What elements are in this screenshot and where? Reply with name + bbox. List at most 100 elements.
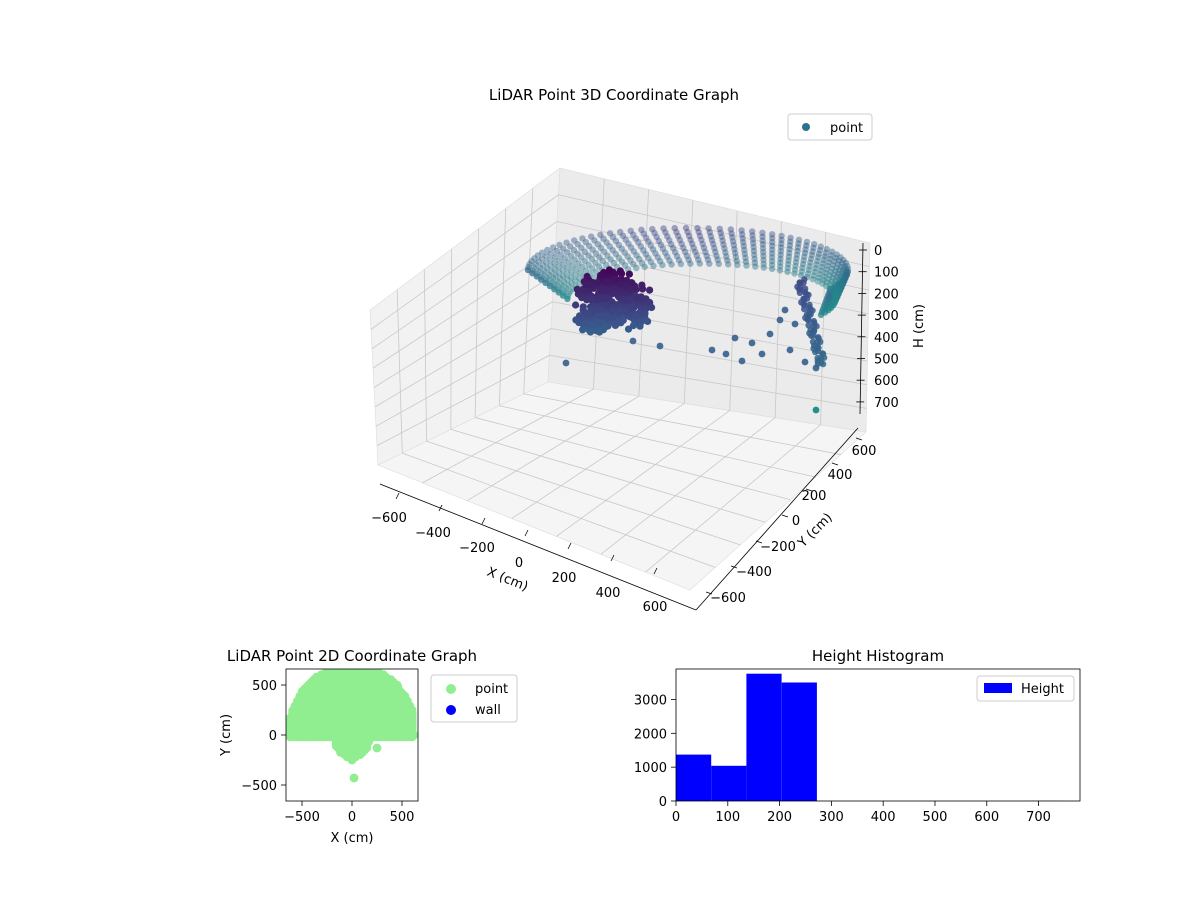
legend-label-height: Height (1021, 682, 1064, 697)
point-3d (582, 239, 589, 246)
point-3d (622, 236, 629, 243)
point-3d (545, 271, 553, 278)
y-tick-label-3d: 0 (792, 514, 800, 529)
point-3d (839, 266, 847, 273)
point-3d (618, 258, 626, 265)
point-3d (588, 296, 596, 305)
point-3d (633, 252, 640, 259)
point-3d (810, 244, 817, 251)
point-3d (831, 286, 839, 293)
z-tick-label-3d: 700 (874, 396, 899, 411)
plot-2d: LiDAR Point 2D Coordinate Graph −500 0 500… (219, 647, 518, 846)
point-3d (659, 261, 666, 269)
height-histogram: Height Histogram 0 100 200 300 400 500 600 700 0… (634, 647, 1081, 825)
point-3d (582, 267, 590, 274)
x-tick-label-3d: 200 (552, 571, 577, 586)
point-2d (337, 745, 347, 755)
point-3d (559, 273, 567, 280)
point-3d (810, 272, 817, 279)
point-3d (578, 244, 585, 252)
point-3d (738, 227, 745, 234)
grid-3d (370, 178, 870, 573)
point-3d (694, 224, 701, 232)
point-3d (808, 332, 815, 339)
point-3d (806, 308, 814, 316)
legend-label-point-3d: point (830, 121, 863, 136)
point-3d (741, 246, 748, 254)
point-3d (585, 252, 592, 259)
point-3d (678, 240, 685, 248)
point-3d (834, 279, 841, 287)
point-3d (618, 245, 625, 252)
plot-3d-title: LiDAR Point 3D Coordinate Graph (489, 86, 739, 104)
point-3d (795, 240, 802, 247)
point-3d (588, 233, 595, 240)
point-3d (585, 261, 592, 268)
point-3d (638, 259, 646, 267)
point-3d (822, 269, 829, 277)
point-3d (708, 237, 716, 244)
point-3d (560, 261, 567, 268)
point-3d (793, 251, 801, 258)
point-3d (695, 228, 702, 236)
point-3d (564, 264, 571, 271)
point-3d (822, 249, 829, 256)
point-3d (561, 287, 568, 294)
point-3d (827, 252, 835, 259)
point-3d (675, 232, 682, 240)
point-3d (582, 281, 590, 289)
y-tick-label-2d: −500 (241, 779, 277, 794)
point-3d (567, 252, 575, 260)
point-3d (551, 283, 558, 290)
point-3d (721, 245, 728, 252)
point-3d (821, 273, 828, 280)
point-3d (541, 268, 548, 275)
point-3d (759, 233, 766, 240)
point-3d (586, 242, 593, 250)
point-3d (655, 237, 662, 245)
point-3d (617, 280, 626, 288)
x-tick-3d (567, 542, 572, 550)
point-3d (612, 237, 620, 245)
y-tick-label-3d: 600 (852, 444, 877, 459)
point-2d (372, 669, 382, 678)
point-3d (598, 312, 606, 320)
point-3d (769, 242, 776, 249)
histogram-title: Height Histogram (812, 647, 944, 665)
point-3d (807, 259, 814, 266)
point-3d (718, 233, 725, 240)
point-3d (653, 233, 660, 241)
point-3d (683, 252, 691, 259)
legend-2d: point wall (430, 674, 518, 723)
point-3d (579, 235, 586, 242)
point-3d (777, 255, 784, 262)
point-3d (732, 249, 739, 257)
point-3d (692, 248, 699, 255)
point-3d (647, 242, 654, 249)
point-3d (739, 235, 746, 242)
point-3d (603, 261, 610, 268)
point-3d (769, 238, 776, 246)
point-3d (600, 268, 608, 277)
point-3d (750, 240, 757, 247)
point-3d (630, 261, 637, 268)
point-3d (573, 285, 581, 293)
point-3d (552, 253, 559, 261)
x-tick-label-hist: 0 (672, 810, 680, 825)
point-3d (596, 254, 603, 261)
point-3d (703, 252, 710, 259)
point-3d (630, 248, 637, 255)
y-tick-3d (855, 437, 863, 441)
point-3d (637, 243, 644, 250)
x-tick-label-2d: 0 (348, 810, 356, 825)
point-2d (291, 705, 301, 715)
point-3d (668, 261, 675, 268)
point-3d (751, 255, 758, 262)
point-3d (610, 260, 618, 267)
point-3d (602, 294, 610, 302)
point-3d (834, 260, 842, 268)
point-3d (673, 252, 681, 260)
point-3d (785, 261, 792, 268)
x-tick-label-3d: 600 (643, 600, 668, 615)
y-tick-label-2d: 500 (252, 679, 277, 694)
